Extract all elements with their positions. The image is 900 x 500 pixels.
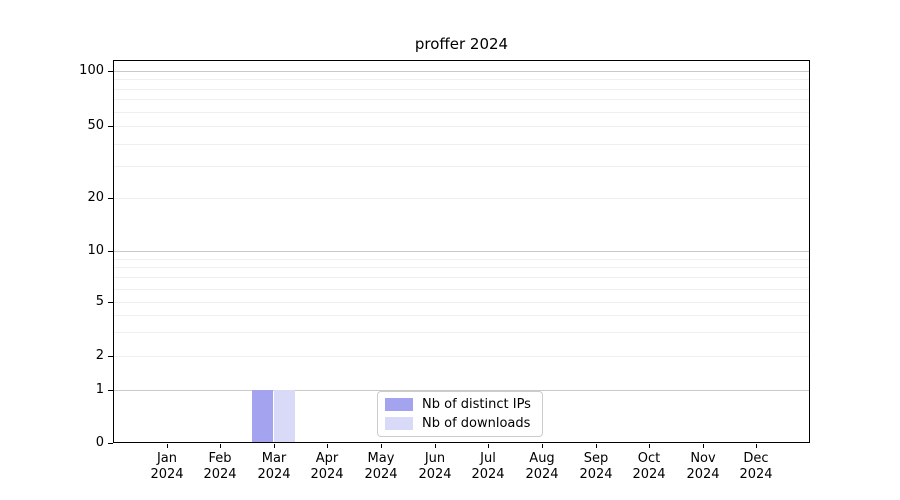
y-tick-mark [108, 302, 113, 303]
gridline-minor [114, 112, 809, 113]
x-tick-label: Dec 2024 [739, 451, 773, 482]
legend-label-distinct-ips: Nb of distinct IPs [422, 397, 531, 412]
x-tick-mark [274, 444, 275, 448]
bar-nb-of-distinct-ips [252, 390, 274, 442]
x-tick-label: Sep 2024 [579, 451, 613, 482]
legend-label-downloads: Nb of downloads [422, 416, 531, 431]
gridline-minor [114, 277, 809, 278]
plot-area [113, 60, 810, 443]
x-tick-mark [756, 444, 757, 448]
x-tick-mark [542, 444, 543, 448]
legend-item-distinct-ips: Nb of distinct IPs [385, 397, 535, 412]
gridline-minor [114, 79, 809, 80]
gridline-minor [114, 356, 809, 357]
legend: Nb of distinct IPs Nb of downloads [377, 391, 543, 437]
x-tick-label: Mar 2024 [257, 451, 291, 482]
x-tick-mark [649, 444, 650, 448]
x-tick-label: May 2024 [364, 451, 398, 482]
x-tick-label: Aug 2024 [525, 451, 559, 482]
gridline-minor [114, 289, 809, 290]
y-tick-mark [108, 71, 113, 72]
y-tick-label: 5 [95, 294, 104, 309]
gridline-minor [114, 198, 809, 199]
legend-swatch-distinct-ips-icon [385, 398, 413, 411]
gridline-minor [114, 126, 809, 127]
x-tick-label: Nov 2024 [686, 451, 720, 482]
x-tick-label: Apr 2024 [310, 451, 344, 482]
y-tick-label: 50 [87, 118, 104, 133]
x-tick-mark [703, 444, 704, 448]
x-tick-label: Jul 2024 [471, 451, 505, 482]
y-tick-label: 0 [95, 435, 104, 450]
y-tick-mark [108, 251, 113, 252]
gridline-minor [114, 315, 809, 316]
gridline-minor [114, 166, 809, 167]
gridline-minor [114, 144, 809, 145]
legend-item-downloads: Nb of downloads [385, 416, 535, 431]
y-tick-label: 20 [87, 190, 104, 205]
x-tick-mark [167, 444, 168, 448]
gridline-minor [114, 332, 809, 333]
x-tick-mark [327, 444, 328, 448]
gridline-major [114, 251, 809, 252]
gridline-minor [114, 99, 809, 100]
x-tick-label: Jun 2024 [418, 451, 452, 482]
y-tick-label: 1 [95, 382, 104, 397]
gridline-minor [114, 267, 809, 268]
y-tick-mark [108, 126, 113, 127]
x-tick-mark [381, 444, 382, 448]
gridline-minor [114, 302, 809, 303]
x-tick-mark [596, 444, 597, 448]
y-tick-label: 10 [87, 243, 104, 258]
y-tick-mark [108, 443, 113, 444]
x-tick-mark [488, 444, 489, 448]
x-tick-label: Jan 2024 [150, 451, 184, 482]
y-tick-mark [108, 356, 113, 357]
x-tick-mark [435, 444, 436, 448]
x-tick-mark [220, 444, 221, 448]
gridline-minor [114, 89, 809, 90]
x-tick-label: Feb 2024 [203, 451, 237, 482]
y-tick-label: 100 [79, 63, 104, 78]
gridline-major [114, 390, 809, 391]
gridline-major [114, 71, 809, 72]
gridline-minor [114, 259, 809, 260]
bar-nb-of-downloads [273, 390, 295, 442]
y-tick-mark [108, 390, 113, 391]
y-tick-mark [108, 198, 113, 199]
legend-swatch-downloads-icon [385, 417, 413, 430]
y-tick-label: 2 [95, 348, 104, 363]
chart-title: proffer 2024 [414, 35, 509, 53]
x-tick-label: Oct 2024 [632, 451, 666, 482]
